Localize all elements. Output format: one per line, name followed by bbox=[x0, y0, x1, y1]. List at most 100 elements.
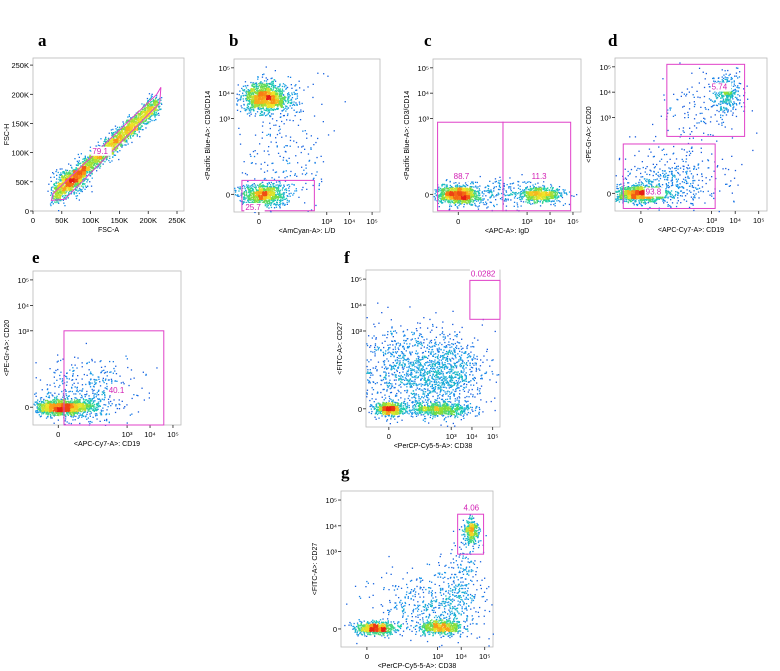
event-point bbox=[70, 186, 72, 188]
y-tick-label: 50K bbox=[16, 178, 29, 187]
event-point bbox=[250, 155, 252, 157]
event-point bbox=[273, 203, 275, 206]
event-point bbox=[71, 189, 73, 191]
event-point bbox=[154, 112, 156, 114]
event-point bbox=[293, 184, 295, 186]
event-point bbox=[281, 90, 284, 92]
event-point bbox=[70, 190, 72, 192]
event-point bbox=[289, 175, 291, 177]
event-point bbox=[145, 118, 148, 120]
event-point bbox=[298, 80, 300, 82]
event-point bbox=[263, 73, 265, 75]
event-point bbox=[299, 87, 301, 89]
event-point bbox=[149, 121, 151, 123]
event-point bbox=[74, 184, 76, 186]
event-point bbox=[86, 163, 88, 166]
event-point bbox=[63, 176, 65, 178]
event-point bbox=[52, 190, 54, 192]
event-point bbox=[261, 88, 263, 90]
event-point bbox=[254, 198, 257, 201]
event-point bbox=[83, 162, 85, 164]
event-point bbox=[293, 140, 295, 142]
event-point bbox=[134, 130, 136, 133]
event-point bbox=[307, 153, 310, 155]
event-point bbox=[246, 113, 249, 115]
event-point bbox=[84, 169, 86, 172]
event-point bbox=[133, 126, 136, 128]
event-point bbox=[121, 146, 123, 148]
event-point bbox=[77, 162, 79, 165]
event-point bbox=[148, 118, 150, 120]
event-point bbox=[276, 90, 278, 92]
event-point bbox=[72, 183, 74, 185]
event-point bbox=[138, 115, 140, 117]
event-point bbox=[95, 157, 97, 159]
event-point bbox=[245, 98, 247, 100]
event-point bbox=[90, 165, 92, 167]
event-point bbox=[90, 162, 93, 164]
event-point bbox=[302, 145, 304, 147]
event-point bbox=[61, 168, 63, 170]
event-point bbox=[69, 170, 71, 172]
event-point bbox=[283, 198, 285, 200]
event-point bbox=[268, 181, 270, 184]
event-point bbox=[68, 182, 70, 184]
event-point bbox=[239, 90, 241, 92]
event-point bbox=[50, 186, 53, 189]
event-point bbox=[54, 195, 56, 198]
event-point bbox=[265, 105, 267, 107]
event-point bbox=[300, 151, 302, 154]
event-point bbox=[52, 203, 54, 205]
event-point bbox=[89, 146, 92, 148]
event-point bbox=[116, 136, 118, 139]
event-point bbox=[56, 197, 58, 199]
event-point bbox=[114, 147, 116, 149]
event-point bbox=[124, 139, 126, 142]
event-point bbox=[80, 175, 82, 177]
event-point bbox=[92, 157, 94, 160]
event-point bbox=[79, 190, 82, 192]
event-point bbox=[155, 97, 157, 99]
event-point bbox=[279, 92, 281, 94]
event-point bbox=[111, 134, 113, 137]
event-point bbox=[301, 166, 303, 168]
event-point bbox=[129, 135, 131, 137]
event-point bbox=[315, 141, 317, 144]
event-point bbox=[265, 77, 267, 79]
event-point bbox=[265, 200, 267, 202]
event-point bbox=[277, 204, 280, 206]
event-point bbox=[262, 74, 264, 76]
event-point bbox=[299, 103, 301, 105]
event-point bbox=[156, 101, 158, 103]
event-point bbox=[267, 204, 269, 207]
event-point bbox=[252, 108, 255, 110]
event-point bbox=[153, 119, 155, 122]
event-point bbox=[105, 136, 107, 138]
event-point bbox=[301, 146, 303, 148]
event-point bbox=[322, 121, 324, 123]
event-point bbox=[130, 137, 132, 139]
event-point bbox=[260, 89, 262, 92]
event-point bbox=[74, 185, 76, 187]
event-point bbox=[246, 97, 248, 99]
event-point bbox=[58, 198, 60, 200]
event-point bbox=[50, 192, 53, 194]
event-point bbox=[129, 130, 131, 132]
event-point bbox=[67, 172, 70, 174]
event-point bbox=[69, 173, 72, 175]
event-point bbox=[266, 170, 269, 172]
event-point bbox=[117, 143, 119, 145]
event-point bbox=[102, 158, 104, 160]
event-point bbox=[87, 156, 89, 158]
event-point bbox=[236, 93, 238, 95]
event-point bbox=[111, 151, 113, 153]
event-point bbox=[316, 171, 318, 173]
event-point bbox=[279, 88, 281, 90]
event-point bbox=[78, 187, 81, 190]
event-point bbox=[250, 197, 252, 199]
event-point bbox=[104, 155, 106, 157]
event-point bbox=[263, 171, 266, 173]
event-point bbox=[153, 109, 155, 111]
event-point bbox=[115, 149, 117, 151]
event-point bbox=[254, 150, 256, 152]
